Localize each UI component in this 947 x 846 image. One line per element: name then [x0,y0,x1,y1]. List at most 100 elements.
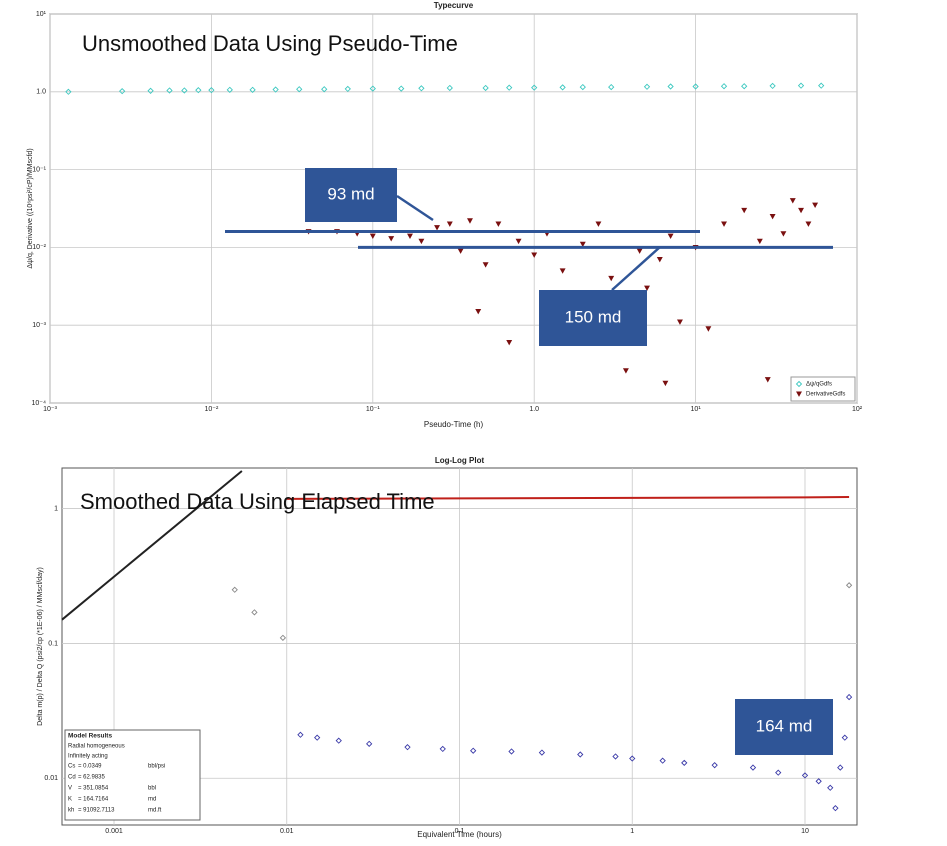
data-point [692,83,699,90]
model-results-cell: = 164.7164 [78,797,109,803]
model-results-cell: bbl/psi [148,764,165,770]
annotation: Smoothed Data Using Elapsed Time [80,489,435,514]
model-results-cell: = 62.9835 [78,775,106,781]
legend-label: Δψ/qGdfs [806,382,832,388]
data-point [636,248,643,254]
data-point [506,84,513,91]
data-point [404,744,411,751]
x-axis-label: Equivalent Time (hours) [417,830,502,839]
data-point [506,340,513,346]
data-line [286,495,850,500]
y-tick-label: 1.0 [36,89,46,96]
data-point [508,748,515,755]
data-point [166,87,173,94]
model-results-cell: md.ft [148,808,162,814]
data-point [595,221,602,227]
data-point [467,218,473,224]
data-point [741,83,748,90]
x-tick-label: 10⁻¹ [366,406,380,413]
data-point [608,275,615,282]
data-point [314,734,321,741]
data-point [531,84,538,91]
model-results-cell: = 0.0349 [78,764,102,770]
model-results-cell: bbl [148,786,156,792]
data-point [475,309,482,315]
data-point [841,734,848,741]
data-point [681,759,688,767]
data-point [366,740,373,747]
data-point [845,582,853,589]
data-point [515,238,522,245]
data-point [659,757,666,764]
x-tick-label: 1.0 [529,406,539,413]
data-point [208,87,215,94]
data-point [789,198,796,204]
data-point [796,391,802,397]
data-point [629,755,636,762]
data-point [531,252,538,258]
x-tick-label: 0.1 [455,828,465,835]
model-results-cell: kh [68,808,74,814]
x-tick-label: 10 [801,828,809,835]
data-point [398,85,405,92]
data-point [832,805,839,812]
data-point [741,207,748,214]
data-point [756,238,763,245]
data-point [769,82,776,90]
data-point [407,233,413,239]
legend [790,376,856,402]
data-point [837,764,844,771]
y-tick-label: 1 [54,505,58,512]
annotation-arrow [396,194,434,222]
chart-title: Log-Log Plot [435,456,485,465]
data-point [667,83,674,90]
data-point [147,87,154,94]
data-point [643,83,651,90]
data-point [226,86,233,93]
data-point [559,84,566,91]
model-results-line: Infinitely acting [68,754,108,760]
data-point [780,231,787,237]
data-point [470,747,477,754]
data-point [446,84,453,92]
data-point [195,87,202,94]
model-results-line: Radial homogeneous [68,744,125,750]
x-tick-label: 10² [852,406,863,413]
model-results-cell: Cd [68,775,76,781]
data-point [495,221,502,227]
x-tick-label: 0.001 [105,828,123,835]
data-point [559,268,566,274]
x-tick-label: 10¹ [691,406,702,413]
data-point [812,202,819,209]
y-axis-label: Delta m(p) / Delta Q (psi2/cp (*1E-06) /… [37,567,44,726]
y-tick-label: 10⁻³ [32,322,46,329]
data-point [721,221,727,227]
data-point [662,380,669,387]
data-point [818,82,825,89]
annotation-text: 150 md [565,307,622,326]
annotation-text: 164 md [756,716,813,735]
data-point [482,262,489,268]
data-point [181,87,188,94]
data-point [321,86,328,93]
data-point [296,86,303,93]
data-point [775,769,782,776]
annotation-arrow [611,246,661,291]
model-results-cell: Cs [68,764,75,770]
data-point [272,86,279,93]
data-point [805,221,812,227]
data-point [798,207,804,214]
x-tick-label: 10⁻² [204,406,218,413]
y-tick-label: 10⁻⁴ [32,400,47,407]
data-point [251,609,258,616]
y-tick-label: 10⁻¹ [32,166,46,173]
data-point [65,88,72,95]
data-point [538,749,546,756]
annotation-text: 93 md [327,184,374,203]
data-point [231,586,238,593]
data-point [656,257,663,263]
y-axis-label: Δψ/q, Derivative ((10⁶psi²/cP)/MMscfd) [27,148,34,268]
chart-title: Typecurve [434,1,474,10]
annotation-box [539,290,647,346]
